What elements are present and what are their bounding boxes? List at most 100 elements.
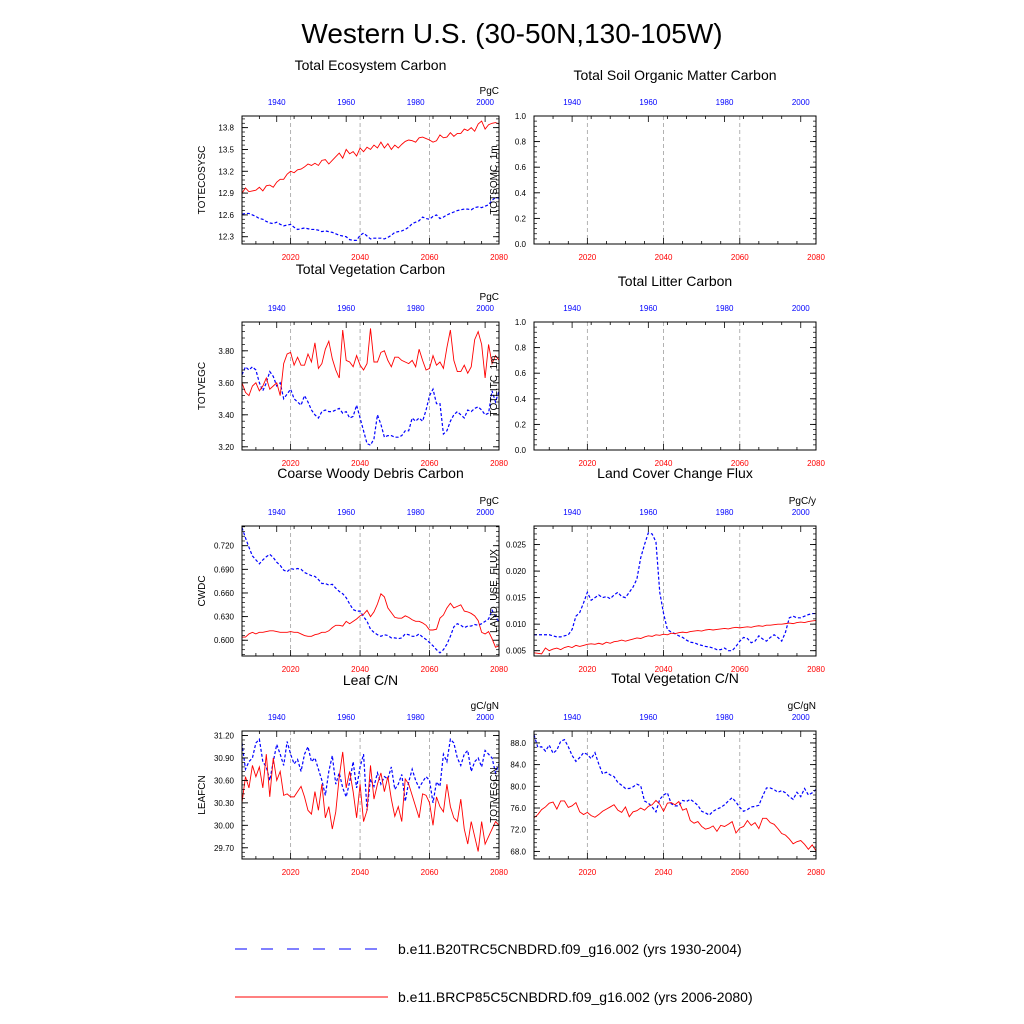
series-line-control (534, 734, 816, 816)
chart-panel-totecosysc: Total Ecosystem Carbon PgC TOTECOSYSC 12.3 1… (197, 57, 508, 262)
x-bottom-tick-label: 2080 (490, 665, 508, 674)
x-bottom-tick-label: 2060 (731, 868, 749, 877)
chart-title: Coarse Woody Debris Carbon (277, 465, 464, 481)
legend-label: b.e11.BRCP85C5CNBDRD.f09_g16.002 (yrs 20… (398, 989, 753, 1005)
y-tick-label: 84.0 (510, 761, 526, 770)
y-axis-label: TOTVEGCN (489, 767, 500, 822)
y-tick-label: 0.660 (214, 589, 235, 598)
series-line-scenario (242, 751, 499, 852)
units-label: PgC (480, 86, 499, 97)
y-tick-label: 12.9 (218, 189, 234, 198)
y-tick-label: 0.6 (515, 163, 527, 172)
x-top-tick-label: 1940 (563, 713, 581, 722)
y-tick-label: 30.00 (214, 821, 235, 830)
x-bottom-tick-label: 2020 (578, 459, 596, 468)
y-tick-label: 30.30 (214, 799, 235, 808)
plot-frame (241, 321, 500, 451)
y-tick-label: 0.720 (214, 542, 235, 551)
x-bottom-tick-label: 2040 (655, 868, 673, 877)
x-bottom-tick-label: 2020 (282, 459, 300, 468)
chart-title: Total Litter Carbon (618, 273, 732, 289)
x-bottom-tick-label: 2060 (421, 253, 439, 262)
legend-item-1: b.e11.B20TRC5CNBDRD.f09_g16.002 (yrs 193… (235, 941, 742, 957)
x-top-tick-label: 1960 (639, 98, 657, 107)
y-axis-label: TOTLITC_1m (489, 356, 500, 417)
x-bottom-tick-label: 2080 (807, 253, 825, 262)
legend: b.e11.B20TRC5CNBDRD.f09_g16.002 (yrs 193… (235, 941, 753, 1005)
x-top-tick-label: 2000 (792, 304, 810, 313)
x-bottom-tick-label: 2040 (351, 253, 369, 262)
x-top-tick-label: 2000 (476, 304, 494, 313)
y-tick-label: 3.40 (218, 411, 234, 420)
plot-frame (533, 730, 817, 860)
y-tick-label: 12.3 (218, 233, 234, 242)
plot-frame (533, 321, 817, 451)
y-tick-label: 3.60 (218, 379, 234, 388)
y-tick-label: 80.0 (510, 782, 526, 791)
units-label: gC/gN (788, 701, 816, 712)
y-axis-label: TOTSOMC_1m (489, 145, 500, 214)
x-bottom-tick-label: 2040 (655, 253, 673, 262)
y-tick-label: 30.90 (214, 754, 235, 763)
series-line-scenario (242, 328, 499, 397)
x-bottom-tick-label: 2080 (807, 459, 825, 468)
y-tick-label: 0.600 (214, 636, 235, 645)
x-bottom-tick-label: 2080 (490, 459, 508, 468)
y-tick-label: 12.6 (218, 211, 234, 220)
x-bottom-tick-label: 2040 (351, 665, 369, 674)
chart-title: Land Cover Change Flux (597, 465, 753, 481)
y-tick-label: 0.015 (506, 594, 527, 603)
x-top-tick-label: 1940 (563, 98, 581, 107)
y-tick-label: 76.0 (510, 804, 526, 813)
y-tick-label: 0.0 (515, 240, 527, 249)
chart-panel-totsomc_1m: Total Soil Organic Matter Carbon TOTSOMC_… (489, 67, 825, 262)
y-tick-label: 13.5 (218, 145, 234, 154)
plot-frame (241, 525, 500, 657)
x-top-tick-label: 1980 (716, 304, 734, 313)
x-top-tick-label: 2000 (792, 713, 810, 722)
series-line-control (242, 527, 499, 654)
x-top-tick-label: 1960 (337, 508, 355, 517)
figure-title: Western U.S. (30-50N,130-105W) (301, 18, 722, 49)
y-axis-label: LAND_USE_FLUX (489, 549, 500, 633)
x-top-tick-label: 1960 (639, 508, 657, 517)
x-bottom-tick-label: 2080 (807, 868, 825, 877)
y-tick-label: 0.4 (515, 395, 527, 404)
units-label: PgC/y (789, 496, 816, 507)
y-tick-label: 88.0 (510, 739, 526, 748)
chart-title: Total Ecosystem Carbon (295, 57, 447, 73)
x-bottom-tick-label: 2040 (655, 665, 673, 674)
x-bottom-tick-label: 2080 (490, 868, 508, 877)
chart-title: Total Vegetation C/N (611, 670, 739, 686)
y-tick-label: 72.0 (510, 826, 526, 835)
y-tick-label: 68.0 (510, 847, 526, 856)
x-top-tick-label: 2000 (792, 98, 810, 107)
y-tick-label: 0.4 (515, 189, 527, 198)
plot-frame (533, 525, 817, 657)
series-line-scenario (242, 120, 499, 194)
x-top-tick-label: 1940 (268, 713, 286, 722)
y-tick-label: 0.010 (506, 620, 527, 629)
x-bottom-tick-label: 2020 (282, 665, 300, 674)
y-axis-label: TOTVEGC (197, 362, 208, 410)
chart-title: Total Vegetation Carbon (296, 261, 445, 277)
x-top-tick-label: 1980 (716, 713, 734, 722)
x-bottom-tick-label: 2020 (578, 253, 596, 262)
x-top-tick-label: 1960 (337, 304, 355, 313)
y-tick-label: 1.0 (515, 112, 527, 121)
chart-panel-totlitc_1m: Total Litter Carbon TOTLITC_1m 0.0 0.2 0.4 0.… (489, 273, 825, 468)
x-top-tick-label: 1940 (563, 508, 581, 517)
x-top-tick-label: 1980 (407, 508, 425, 517)
series-line-control (534, 532, 816, 652)
y-tick-label: 29.70 (214, 844, 235, 853)
chart-title: Leaf C/N (343, 672, 398, 688)
plot-frame (533, 115, 817, 245)
chart-panel-land_use_flux: Land Cover Change Flux PgC/y LAND_USE_FLUX… (489, 465, 825, 674)
units-label: PgC (480, 496, 499, 507)
y-tick-label: 0.2 (515, 420, 527, 429)
legend-item-2: b.e11.BRCP85C5CNBDRD.f09_g16.002 (yrs 20… (235, 989, 753, 1005)
x-bottom-tick-label: 2060 (731, 253, 749, 262)
x-top-tick-label: 1980 (407, 98, 425, 107)
plot-frame (241, 730, 500, 860)
x-top-tick-label: 2000 (476, 713, 494, 722)
